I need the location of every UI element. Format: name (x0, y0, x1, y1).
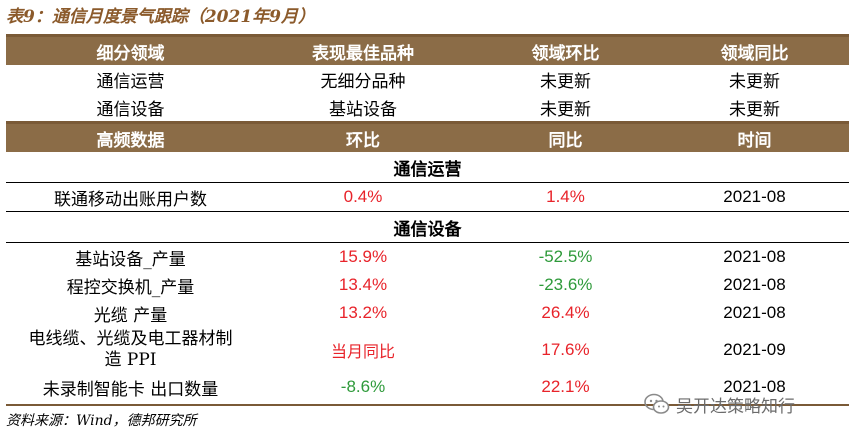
header-sector-yoy: 领域同比 (660, 34, 849, 65)
cell-time: 2021-08 (723, 303, 786, 322)
cell-mom: -8.6% (340, 377, 386, 396)
table-row: 未录制智能卡 出口数量 -8.6% 22.1% 2021-08 (6, 373, 849, 401)
cell-sector: 通信运营 (96, 71, 165, 92)
source-note: 资料来源：Wind，德邦研究所 (6, 413, 197, 429)
header-sector: 细分领域 (6, 34, 255, 65)
table-row: 联通移动出账用户数 0.4% 1.4% 2021-08 (6, 183, 849, 212)
watermark: 吴开达策略知行 (644, 390, 795, 418)
header-best-variety: 表现最佳品种 (255, 34, 471, 65)
table-header-row: 高频数据 环比 同比 时间 (6, 121, 849, 152)
indicator-line-2: 造 PPI (104, 350, 157, 370)
cell-indicator: 电线缆、光缆及电工器材制 造 PPI (6, 327, 255, 373)
header-sector-mom: 领域环比 (471, 34, 660, 65)
cell-mom: 13.4% (338, 275, 388, 294)
header-high-freq-data: 高频数据 (6, 121, 255, 152)
cell-sector-yoy: 未更新 (729, 99, 780, 120)
cell-mom: 0.4% (343, 187, 383, 206)
cell-time: 2021-09 (723, 340, 786, 359)
cell-indicator: 未录制智能卡 出口数量 (42, 379, 219, 400)
cell-mom: 13.2% (338, 303, 388, 322)
cell-yoy: 26.4% (541, 303, 590, 322)
cell-sector-mom: 未更新 (540, 71, 591, 92)
cell-mom: 15.9% (338, 247, 388, 266)
cell-sector: 通信设备 (96, 99, 165, 120)
cell-yoy: 22.1% (541, 377, 590, 396)
header-mom: 环比 (255, 121, 471, 152)
cell-yoy: -52.5% (538, 247, 593, 266)
cell-time: 2021-08 (723, 187, 786, 206)
cell-indicator: 光缆 产量 (93, 305, 168, 326)
cell-sector-mom: 未更新 (540, 99, 591, 120)
table-row: 基站设备_产量 15.9% -52.5% 2021-08 (6, 243, 849, 272)
watermark-text: 吴开达策略知行 (676, 396, 795, 417)
table-row: 通信运营 无细分品种 未更新 未更新 (6, 65, 849, 93)
cell-time: 2021-08 (723, 377, 786, 396)
section-title: 通信设备 (6, 211, 849, 243)
table-row: 光缆 产量 13.2% 26.4% 2021-08 (6, 299, 849, 327)
cell-time: 2021-08 (723, 275, 786, 294)
cell-best-variety: 无细分品种 (320, 71, 406, 92)
section-title: 通信运营 (6, 152, 849, 183)
cell-sector-yoy: 未更新 (729, 71, 780, 92)
cell-indicator: 程控交换机_产量 (66, 277, 195, 298)
indicator-line-1: 电线缆、光缆及电工器材制 (28, 329, 233, 349)
table-row: 通信设备 基站设备 未更新 未更新 (6, 93, 849, 123)
section-header-row: 通信设备 (6, 211, 849, 243)
cell-yoy: 1.4% (546, 187, 585, 206)
cell-time: 2021-08 (723, 247, 786, 266)
header-yoy: 同比 (471, 121, 660, 152)
table-header-row: 细分领域 表现最佳品种 领域环比 领域同比 (6, 34, 849, 65)
header-time: 时间 (660, 121, 849, 152)
table-row: 程控交换机_产量 13.4% -23.6% 2021-08 (6, 271, 849, 299)
wechat-icon (644, 393, 670, 414)
bottom-rule (6, 404, 849, 406)
sector-sentiment-table: 细分领域 表现最佳品种 领域环比 领域同比 通信运营 无细分品种 未更新 未更新… (6, 34, 849, 401)
table-row: 电线缆、光缆及电工器材制 造 PPI 当月同比 17.6% 2021-09 (6, 327, 849, 373)
cell-best-variety: 基站设备 (329, 99, 397, 120)
cell-indicator: 基站设备_产量 (75, 249, 186, 270)
cell-yoy: 17.6% (541, 340, 590, 359)
table-title: 表9：通信月度景气跟踪（2021年9月） (6, 7, 315, 27)
cell-yoy: -23.6% (538, 275, 593, 294)
section-header-row: 通信运营 (6, 152, 849, 183)
cell-indicator: 联通移动出账用户数 (54, 189, 207, 210)
cell-mom: 当月同比 (330, 342, 395, 361)
